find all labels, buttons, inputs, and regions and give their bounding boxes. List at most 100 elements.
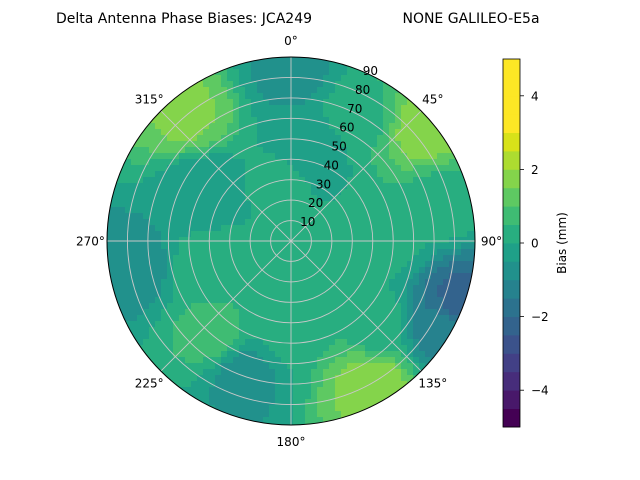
contour-cell [443,327,450,334]
contour-cell [149,327,156,334]
contour-cell [209,267,216,274]
contour-cell [287,243,294,250]
contour-cell [119,225,126,232]
contour-cell [401,213,408,220]
contour-cell [401,189,408,196]
contour-cell [467,243,474,250]
contour-cell [227,327,234,334]
contour-cell [341,129,348,136]
contour-cell [473,231,475,238]
contour-cell [143,249,150,256]
contour-cell [251,117,258,124]
contour-cell [233,369,240,376]
contour-cell [305,105,312,112]
contour-cell [263,129,270,136]
contour-cell [275,243,282,250]
contour-cell [269,273,276,280]
contour-cell [161,321,168,328]
contour-cell [311,237,318,244]
contour-cell [167,345,174,352]
contour-cell [323,393,330,400]
contour-cell [173,327,180,334]
contour-cell [323,351,330,358]
contour-cell [461,255,468,262]
contour-cell [155,219,162,226]
contour-cell [281,315,288,322]
contour-cell [323,261,330,268]
contour-cell [239,171,246,178]
contour-cell [173,321,180,328]
contour-cell [263,123,270,130]
contour-cell [143,279,150,286]
contour-cell [317,303,324,310]
contour-cell [281,387,288,394]
contour-cell [185,177,192,184]
contour-cell [305,267,312,274]
contour-cell [191,201,198,208]
contour-cell [293,345,300,352]
contour-cell [335,195,342,202]
contour-cell [335,291,342,298]
contour-cell [407,249,414,256]
contour-cell [287,147,294,154]
contour-cell [191,267,198,274]
radial-label: 50 [331,140,346,154]
contour-cell [449,255,456,262]
contour-cell [341,393,348,400]
contour-cell [203,393,210,400]
contour-cell [407,255,414,262]
contour-cell [209,285,216,292]
contour-cell [335,99,342,106]
contour-cell [191,249,198,256]
contour-cell [395,237,402,244]
contour-cell [311,267,318,274]
contour-cell [197,123,204,130]
contour-cell [179,153,186,160]
contour-cell [377,129,384,136]
contour-cell [293,411,300,418]
contour-cell [167,309,174,316]
contour-cell [341,135,348,142]
contour-cell [149,339,156,346]
contour-cell [191,93,198,100]
contour-cell [125,279,132,286]
contour-cell [269,315,276,322]
contour-cell [137,165,144,172]
contour-cell [389,189,396,196]
contour-cell [383,321,390,328]
contour-cell [419,129,426,136]
contour-cell [413,321,420,328]
contour-cell [251,267,258,274]
contour-cell [173,183,180,190]
contour-cell [173,159,180,166]
contour-cell [143,117,150,124]
contour-cell [317,219,324,226]
contour-cell [431,261,438,268]
contour-cell [233,267,240,274]
contour-cell [251,357,258,364]
contour-cell [179,237,186,244]
contour-cell [299,393,306,400]
contour-cell [449,201,456,208]
contour-cell [419,219,426,226]
contour-cell [257,225,264,232]
contour-cell [455,195,462,202]
contour-cell [191,399,198,406]
contour-cell [419,195,426,202]
contour-cell [359,267,366,274]
contour-cell [413,201,420,208]
contour-cell [455,183,462,190]
contour-cell [269,417,276,424]
contour-cell [323,225,330,232]
contour-cell [215,237,222,244]
contour-cell [173,99,180,106]
contour-cell [401,369,408,376]
contour-cell [293,129,300,136]
contour-cell [149,135,156,142]
contour-cell [371,147,378,154]
contour-cell [407,339,414,346]
contour-cell [317,69,324,76]
contour-cell [329,207,336,214]
contour-cell [173,111,180,118]
contour-cell [419,171,426,178]
